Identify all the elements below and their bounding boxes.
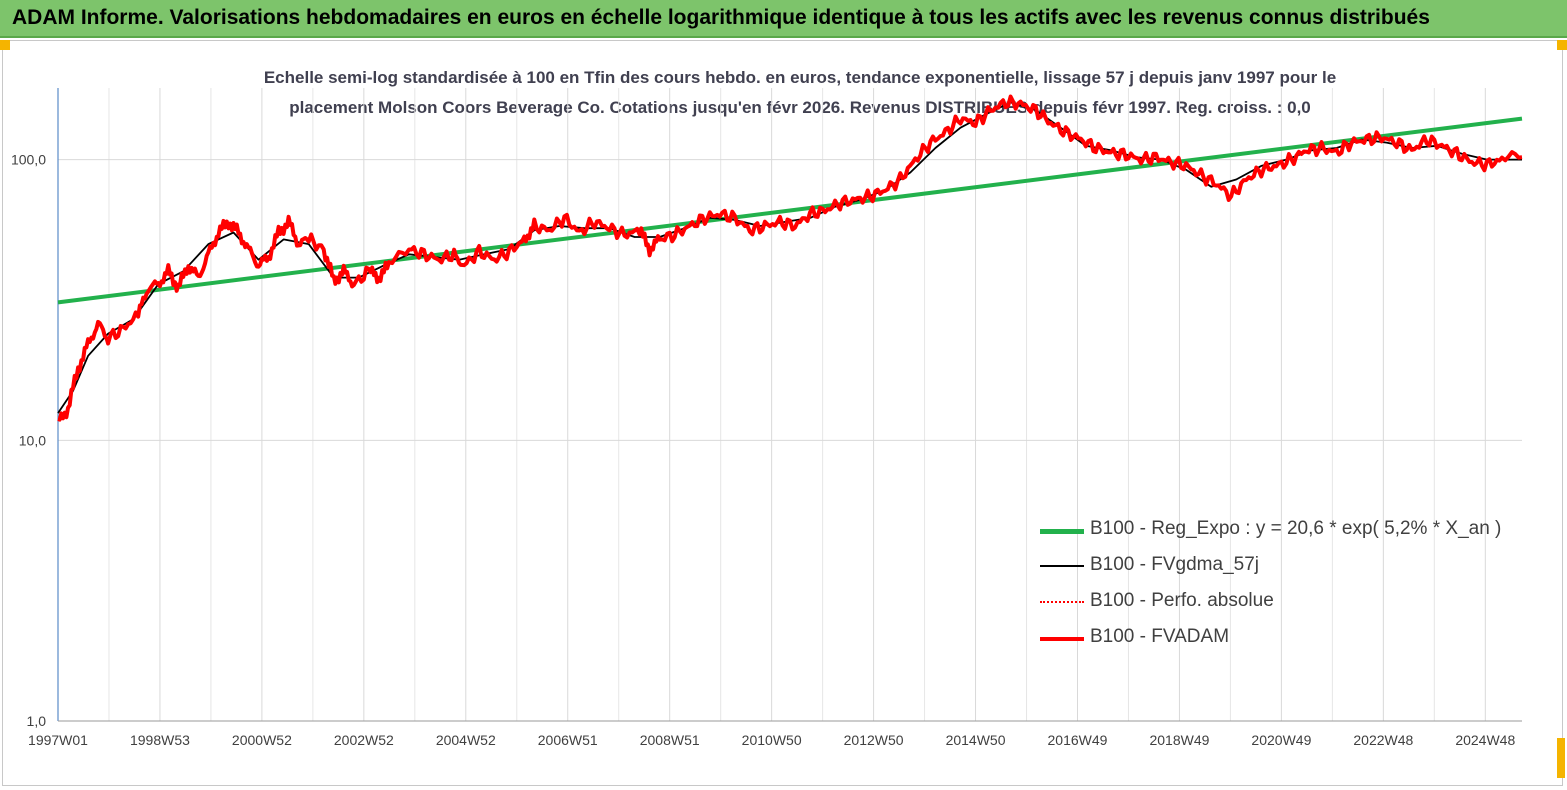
y-tick-label: 10,0 [19,432,46,448]
x-tick-label: 2024W48 [1455,732,1515,748]
legend-swatch-moving-average [1040,565,1084,567]
title-banner: ADAM Informe. Valorisations hebdomadaire… [0,0,1567,38]
legend-item-fvadam: B100 - FVADAM [1040,624,1520,660]
x-tick-label: 2016W49 [1048,732,1108,748]
legend-label-fvadam: B100 - FVADAM [1090,626,1230,647]
frame-corner-top-right [1557,40,1567,50]
legend-item-absolute-perf: B100 - Perfo. absolue [1040,588,1520,624]
x-tick-label: 2002W52 [334,732,394,748]
chart-title-line2: placement Molson Coors Beverage Co. Cota… [289,98,1311,117]
legend-label-moving-average: B100 - FVgdma_57j [1090,554,1259,575]
report-title: ADAM Informe. Valorisations hebdomadaire… [12,6,1430,29]
x-tick-label: 2008W51 [640,732,700,748]
x-tick-label: 2004W52 [436,732,496,748]
x-tick-label: 2020W49 [1251,732,1311,748]
legend-swatch-fvadam [1040,637,1084,641]
legend-swatch-regression [1040,529,1084,534]
y-tick-label: 100,0 [11,152,46,168]
x-tick-label: 2006W51 [538,732,598,748]
x-tick-label: 1998W53 [130,732,190,748]
x-tick-label: 2010W50 [742,732,802,748]
legend-item-moving-average: B100 - FVgdma_57j [1040,552,1520,588]
series-line-0 [57,116,1523,305]
x-tick-label: 2018W49 [1149,732,1209,748]
frame-corner-bottom-right [1557,738,1565,778]
legend-swatch-absolute-perf [1040,601,1084,603]
x-tick-label: 2022W48 [1353,732,1413,748]
x-tick-label: 2012W50 [844,732,904,748]
x-tick-label: 2000W52 [232,732,292,748]
x-tick-label: 1997W01 [28,732,88,748]
frame-corner-top-left [0,40,10,50]
chart-title-line1: Echelle semi-log standardisée à 100 en T… [263,68,1337,87]
chart-frame [2,40,1563,786]
series-line-1 [57,101,1522,414]
legend-label-regression: B100 - Reg_Expo : y = 20,6 * exp( 5,2% *… [1090,518,1502,539]
legend-item-regression: B100 - Reg_Expo : y = 20,6 * exp( 5,2% *… [1040,516,1520,552]
x-tick-label: 2014W50 [946,732,1006,748]
legend: B100 - Reg_Expo : y = 20,6 * exp( 5,2% *… [1040,516,1520,660]
legend-label-absolute-perf: B100 - Perfo. absolue [1090,590,1274,611]
series-line-3 [57,94,1523,422]
y-tick-label: 1,0 [27,713,47,729]
